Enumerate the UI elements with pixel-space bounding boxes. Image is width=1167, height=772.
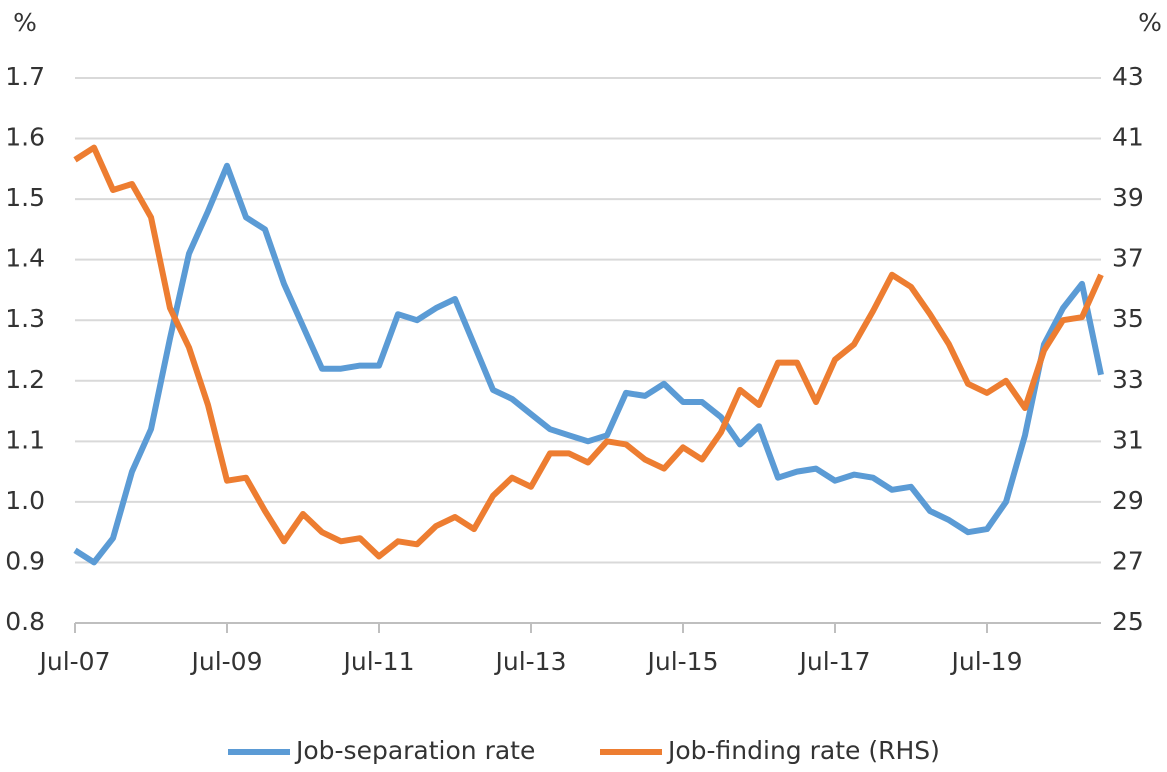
y2-tick-label: 29	[1112, 486, 1144, 515]
y2-tick-label: 31	[1112, 425, 1144, 454]
y-tick-label: 1.5	[5, 183, 45, 212]
x-tick-label: Jul-07	[38, 647, 111, 676]
y2-tick-label: 35	[1112, 304, 1144, 333]
x-tick-label: Jul-09	[190, 647, 263, 676]
y-tick-label: 0.8	[5, 607, 45, 636]
x-tick-label: Jul-13	[494, 647, 567, 676]
y2-tick-label: 41	[1112, 123, 1144, 152]
y2-tick-label: 37	[1112, 244, 1144, 273]
x-tick-label: Jul-17	[798, 647, 871, 676]
y-axis-label: %	[13, 8, 37, 37]
legend-label: Job-finding rate (RHS)	[666, 736, 940, 765]
x-tick-label: Jul-19	[950, 647, 1023, 676]
y2-tick-label: 33	[1112, 365, 1144, 394]
y-tick-label: 1.1	[5, 425, 45, 454]
y-tick-label: 0.9	[5, 546, 45, 575]
y-tick-label: 1.6	[5, 123, 45, 152]
y2-tick-label: 27	[1112, 546, 1144, 575]
y2-axis-label: %	[1138, 8, 1162, 37]
series-line	[73, 162, 1104, 566]
y-tick-label: 1.3	[5, 304, 45, 333]
x-tick-label: Jul-11	[342, 647, 415, 676]
y-tick-label: 1.0	[5, 486, 45, 515]
y-tick-label: 1.7	[5, 62, 45, 91]
y2-tick-label: 25	[1112, 607, 1144, 636]
legend-label: Job-separation rate	[294, 736, 535, 765]
series-line	[73, 144, 1104, 560]
y-tick-label: 1.2	[5, 365, 45, 394]
x-tick-label: Jul-15	[646, 647, 719, 676]
y2-tick-label: 43	[1112, 62, 1144, 91]
y2-tick-label: 39	[1112, 183, 1144, 212]
y-tick-label: 1.4	[5, 244, 45, 273]
